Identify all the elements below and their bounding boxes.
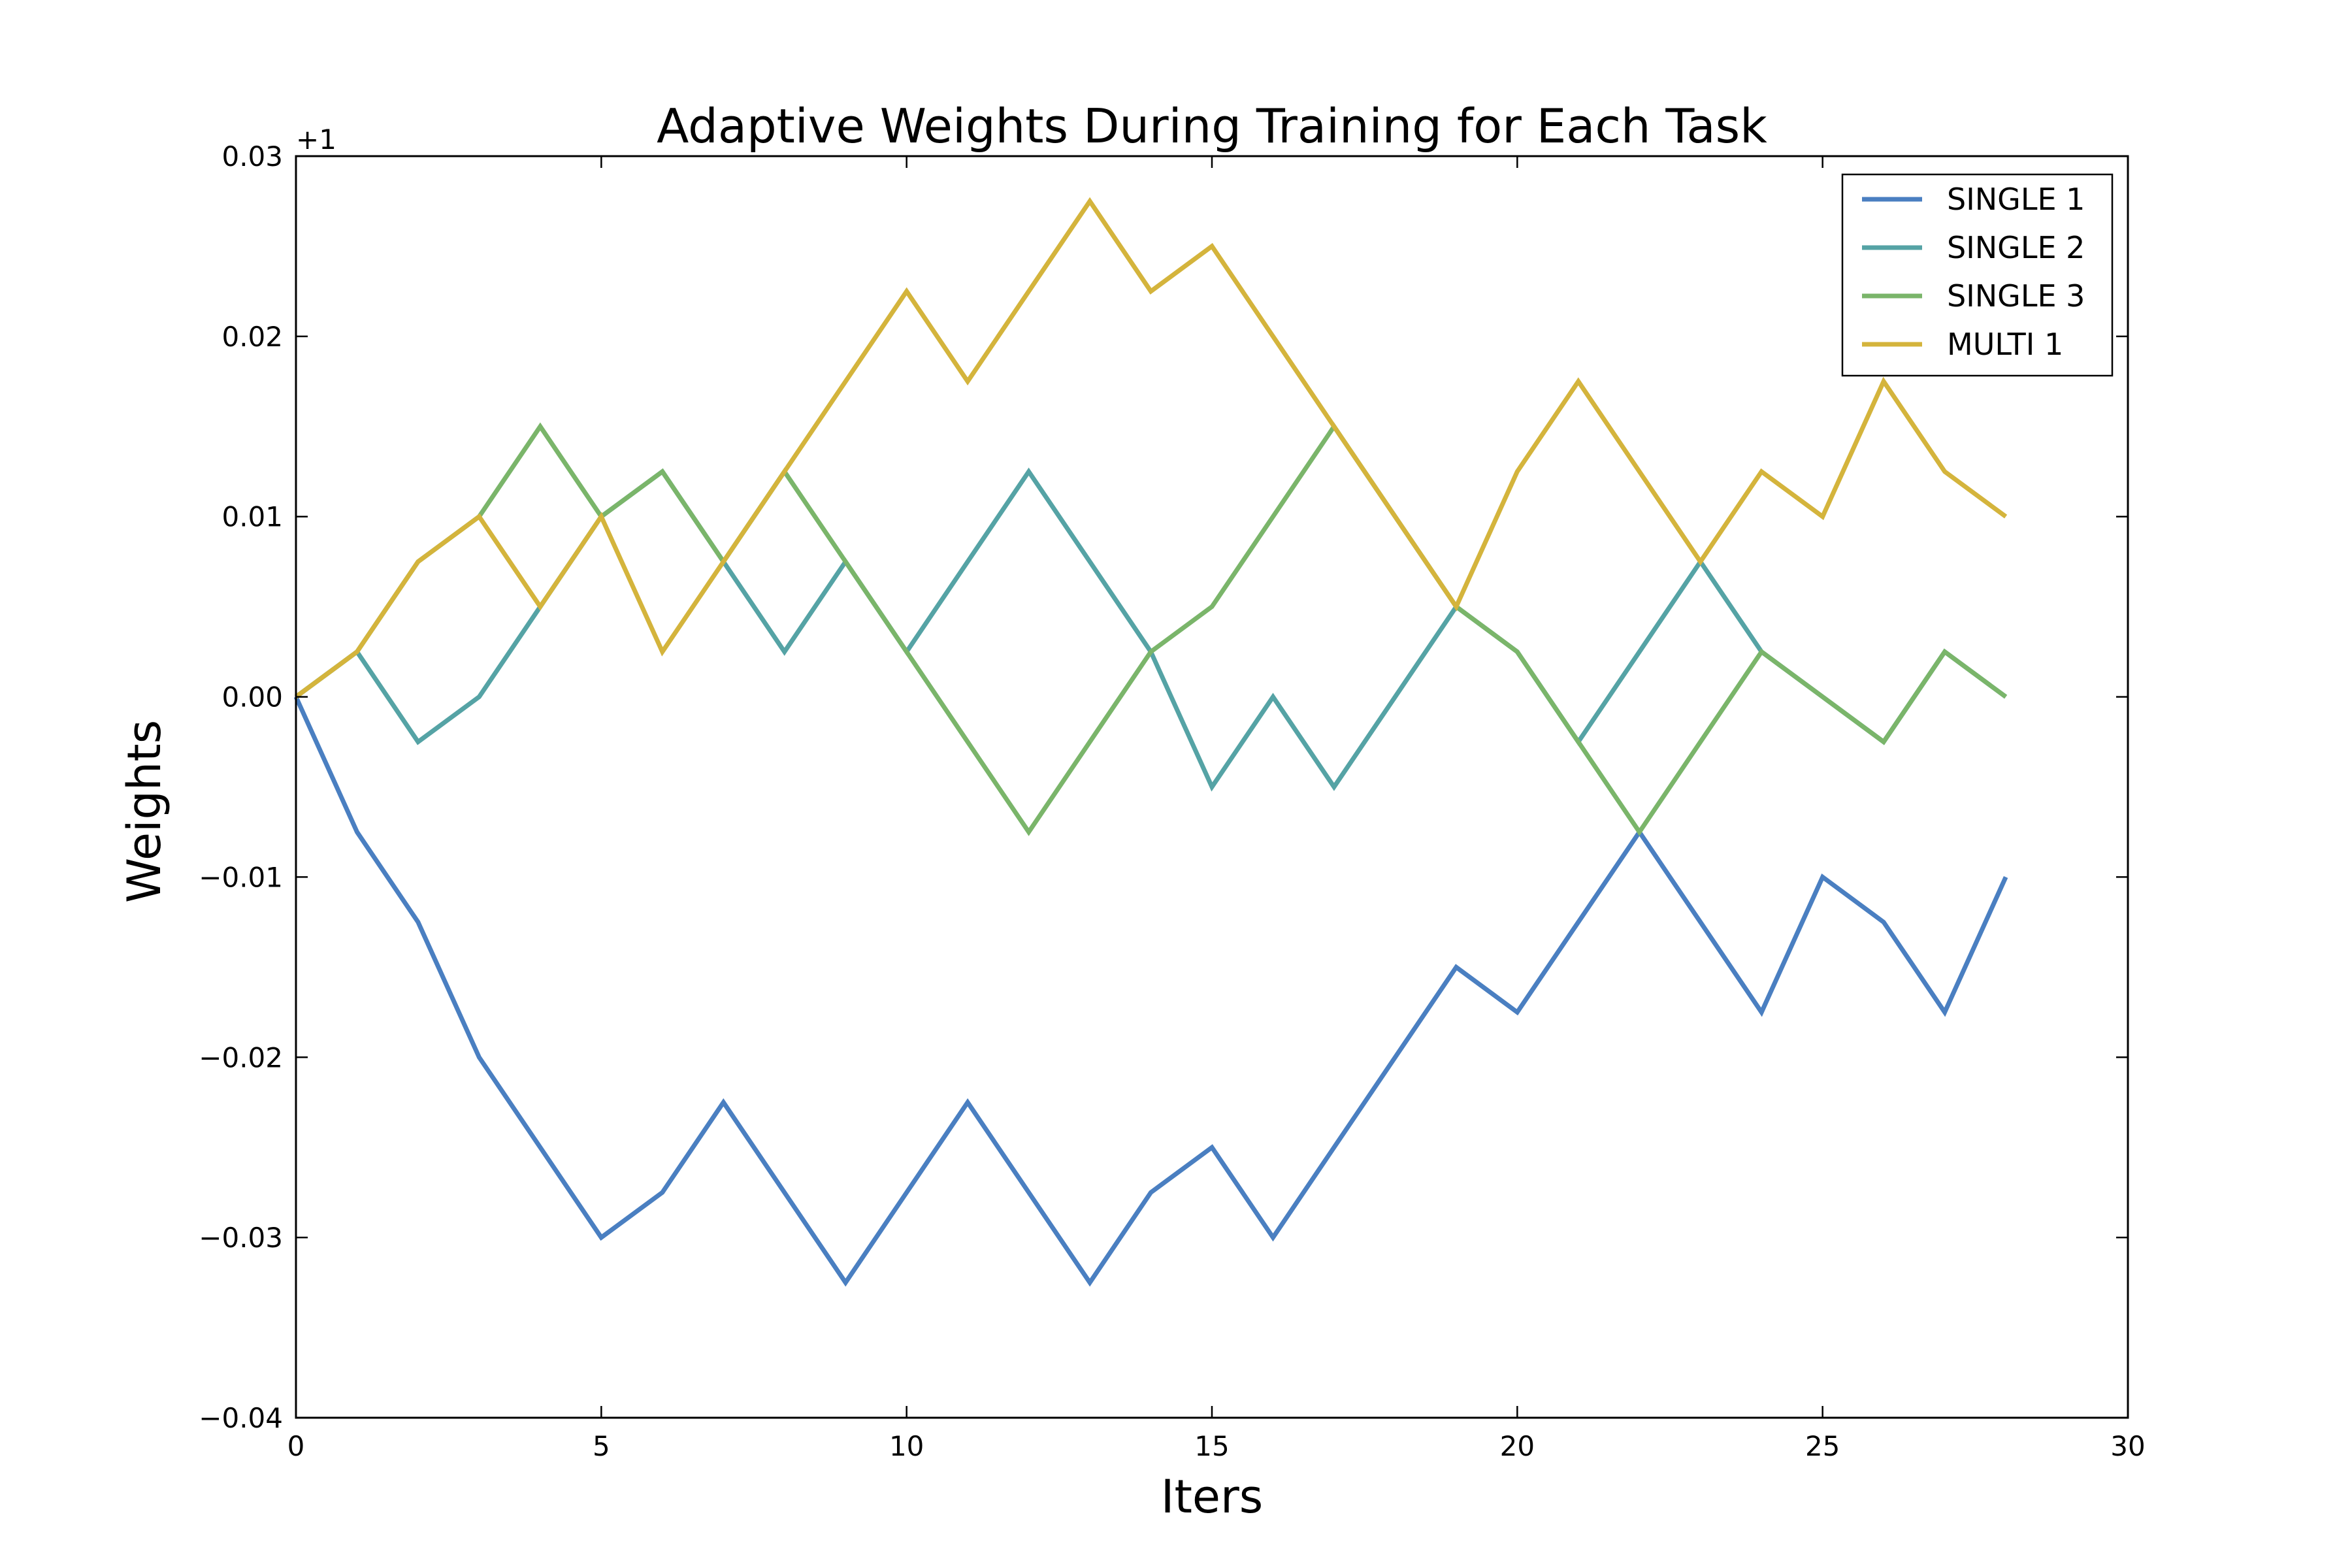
y-tick-label: −0.04 [199,1402,283,1434]
legend-label-3: SINGLE 3 [1947,278,2085,314]
series-layer [293,197,2008,1287]
x-axis-label: Iters [1161,1470,1263,1524]
x-tick-label: 30 [2110,1430,2145,1462]
series-line-3 [294,422,2008,836]
y-tick-label: −0.03 [199,1222,283,1254]
y-tick-label: −0.01 [199,861,283,893]
ticks-layer: 0 5 10 15 20 25 30 0.03 0.02 0.01 0.00 −0.01 −0.02 −0… [199,140,2145,1462]
x-tick-label: 20 [1500,1430,1535,1462]
y-axis-label: Weights [118,720,171,903]
legend-label-2: SINGLE 2 [1947,230,2085,265]
y-tick-label: −0.02 [199,1041,283,1073]
axes-frame [295,155,2129,1419]
x-tick-label: 5 [593,1430,610,1462]
y-axis-offset-label: +1 [296,123,336,155]
series-line-1 [293,696,2008,1287]
x-tick-label: 0 [287,1430,305,1462]
series-line-4 [294,197,2008,699]
y-tick-label: 0.00 [221,681,283,713]
x-tick-label: 25 [1805,1430,1840,1462]
legend-label-4: MULTI 1 [1947,327,2063,362]
x-tick-label: 15 [1194,1430,1229,1462]
y-tick-label: 0.03 [221,140,283,172]
legend-label-1: SINGLE 1 [1947,182,2085,217]
chart-title: Adaptive Weights During Training for Eac… [657,99,1767,154]
x-tick-label: 10 [889,1430,924,1462]
legend: SINGLE 1 SINGLE 2 SINGLE 3 MULTI 1 [1841,173,2114,377]
y-tick-label: 0.02 [221,321,283,353]
y-tick-label: 0.01 [221,501,283,533]
